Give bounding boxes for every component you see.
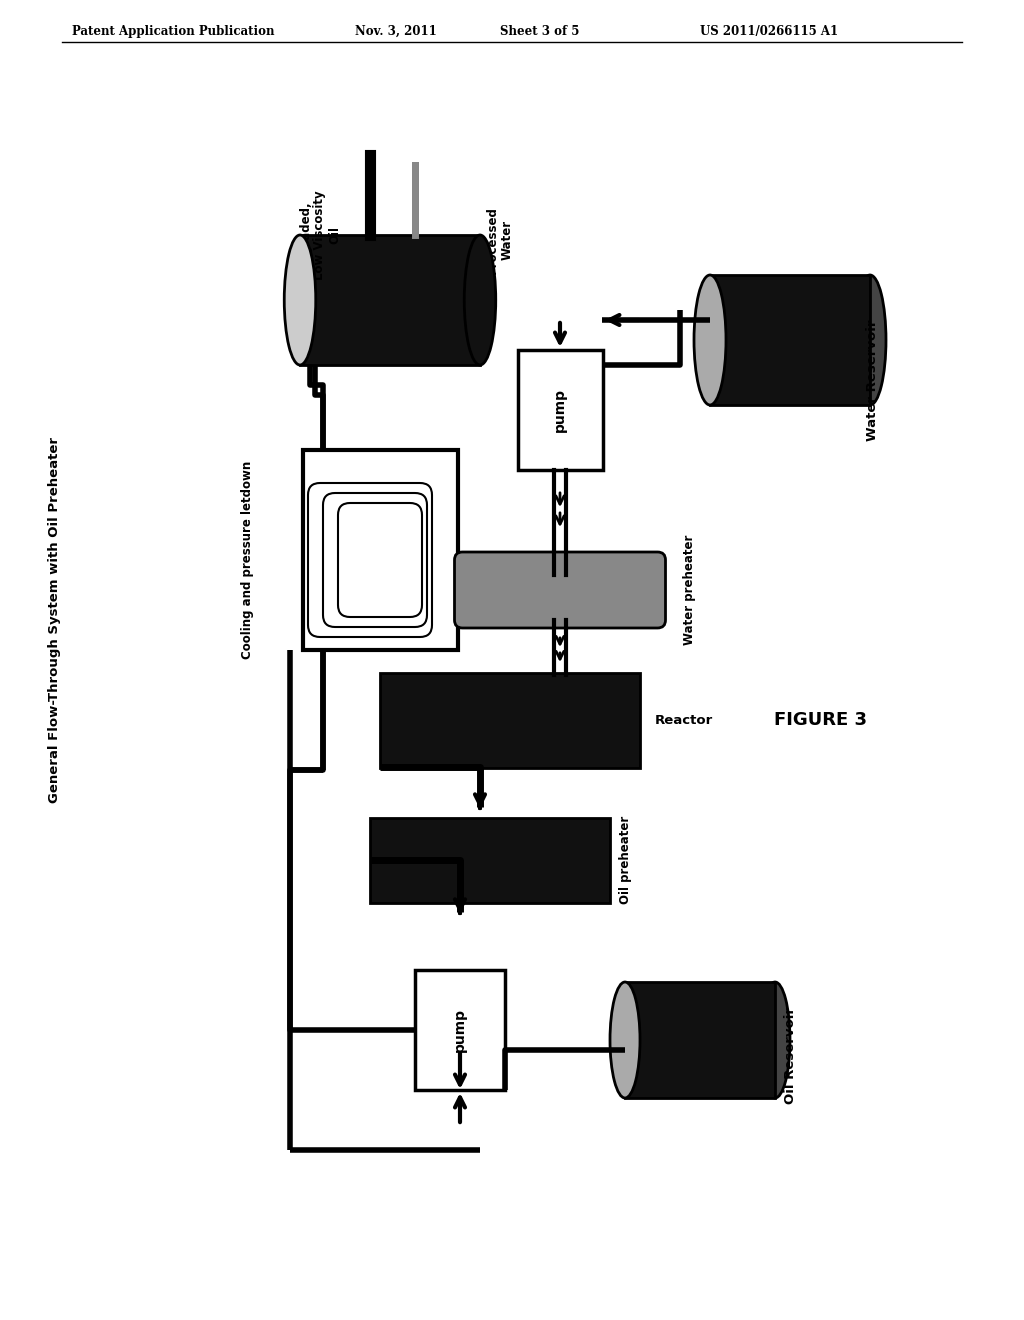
Ellipse shape [464,235,496,366]
Bar [300,235,480,366]
Bar [302,450,458,649]
Bar [380,672,640,767]
Bar [517,350,602,470]
Text: Water Reservoir: Water Reservoir [865,319,879,441]
Text: General Flow-Through System with Oil Preheater: General Flow-Through System with Oil Pre… [48,437,61,803]
Ellipse shape [285,235,315,366]
Ellipse shape [610,982,640,1098]
Bar [370,817,610,903]
Ellipse shape [854,275,886,405]
Ellipse shape [760,982,790,1098]
Text: Processed
Water: Processed Water [486,206,514,275]
Text: Reactor: Reactor [655,714,714,726]
Text: Nov. 3, 2011: Nov. 3, 2011 [355,25,437,38]
Text: Oil Reservoir: Oil Reservoir [783,1006,797,1104]
Text: Cooling and pressure letdown: Cooling and pressure letdown [242,461,255,659]
Text: Sheet 3 of 5: Sheet 3 of 5 [500,25,580,38]
Text: Patent Application Publication: Patent Application Publication [72,25,274,38]
Text: pump: pump [453,1008,467,1052]
Text: Upgraded,
Low Viscosity
Oil: Upgraded, Low Viscosity Oil [299,190,341,280]
Bar [625,982,775,1098]
Bar [710,275,870,405]
Text: Water preheater: Water preheater [683,535,696,645]
Text: US 2011/0266115 A1: US 2011/0266115 A1 [700,25,838,38]
Bar [415,970,505,1090]
Ellipse shape [694,275,726,405]
Text: FIGURE 3: FIGURE 3 [773,711,866,729]
Text: pump: pump [553,388,567,432]
Text: Oil preheater: Oil preheater [618,816,632,904]
FancyBboxPatch shape [455,552,666,628]
